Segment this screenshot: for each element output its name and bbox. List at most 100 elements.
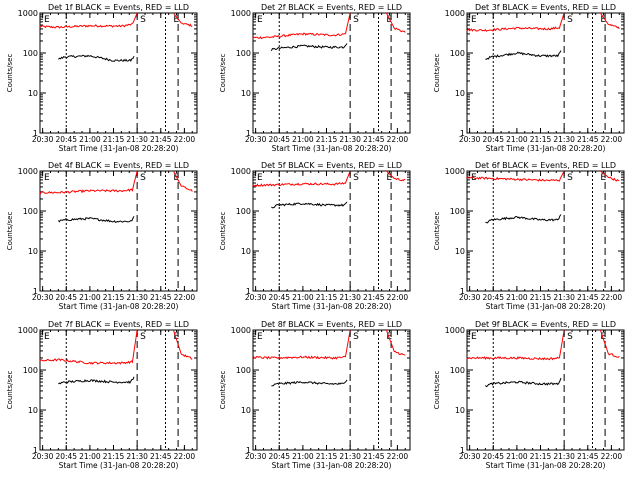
x-tick-label: 21:30 xyxy=(339,135,361,144)
x-tick-label: 21:45 xyxy=(577,135,599,144)
x-tick-label: 20:45 xyxy=(482,293,504,302)
marker-letter: E xyxy=(600,15,606,25)
y-tick-label: 10 xyxy=(28,406,38,415)
series-red-line xyxy=(385,329,406,356)
series-red-line xyxy=(172,170,193,192)
y-tick-label: 100 xyxy=(450,49,465,58)
series-red-line xyxy=(252,12,351,40)
x-tick-label: 21:45 xyxy=(363,293,385,302)
marker-letter: S xyxy=(353,173,359,183)
x-tick-label: 20:30 xyxy=(32,135,54,144)
marker-letter: E xyxy=(44,332,50,342)
x-tick-label: 21:30 xyxy=(553,452,575,461)
y-tick-label: 10 xyxy=(241,247,251,256)
x-tick-label: 20:30 xyxy=(459,135,481,144)
y-axis-label: Counts/sec xyxy=(6,371,14,410)
x-tick-label: 22:00 xyxy=(601,452,623,461)
panel-det-1: Det 1f BLACK = Events, RED = LLD 1 10 100 10… xyxy=(6,3,198,153)
x-tick-label: 21:15 xyxy=(103,452,125,461)
x-tick-label: 21:00 xyxy=(506,452,528,461)
series-red-line xyxy=(385,12,406,33)
marker-letter: E xyxy=(44,15,50,25)
x-tick-label: 20:30 xyxy=(459,452,481,461)
y-tick-label: 1 xyxy=(246,446,251,455)
series-black-line xyxy=(271,201,348,209)
x-axis-label: Start Time (31-Jan-08 20:28:20) xyxy=(272,461,392,470)
y-tick-label: 1000 xyxy=(18,326,38,335)
x-tick-label: 22:00 xyxy=(174,293,196,302)
x-axis-label: Start Time (31-Jan-08 20:28:20) xyxy=(59,461,179,470)
marker-letter: S xyxy=(140,15,146,25)
y-tick-label: 10 xyxy=(455,406,465,415)
panel-title: Det 6f BLACK = Events, RED = LLD xyxy=(475,161,616,170)
y-tick-label: 1 xyxy=(33,446,38,455)
y-tick-label: 1 xyxy=(460,129,465,138)
x-tick-label: 21:15 xyxy=(103,135,125,144)
x-tick-label: 21:00 xyxy=(292,452,314,461)
plot-frame xyxy=(466,12,625,134)
x-tick-label: 21:00 xyxy=(292,293,314,302)
marker-letter: S xyxy=(353,15,359,25)
y-tick-label: 1000 xyxy=(18,9,38,18)
y-tick-label: 1000 xyxy=(231,326,251,335)
marker-letter: S xyxy=(353,332,359,342)
y-axis-label: Counts/sec xyxy=(433,54,441,93)
y-axis-label: Counts/sec xyxy=(433,371,441,410)
x-tick-label: 21:00 xyxy=(292,135,314,144)
plot-frame xyxy=(252,170,411,292)
plot-frame xyxy=(252,12,411,134)
y-tick-label: 1 xyxy=(246,287,251,296)
y-axis-label: Counts/sec xyxy=(433,212,441,251)
series-red-line xyxy=(39,170,138,195)
y-tick-label: 10 xyxy=(28,247,38,256)
panel-det-5: Det 5f BLACK = Events, RED = LLD 1 10 100 10… xyxy=(219,161,411,311)
plot-frame xyxy=(252,329,411,451)
x-tick-label: 21:45 xyxy=(150,293,172,302)
y-tick-label: 100 xyxy=(236,366,251,375)
y-tick-label: 1000 xyxy=(445,326,465,335)
series-black-line xyxy=(58,54,135,63)
panel-title: Det 8f BLACK = Events, RED = LLD xyxy=(261,320,402,329)
marker-letter: E xyxy=(471,332,477,342)
x-tick-label: 21:45 xyxy=(363,452,385,461)
marker-letter: E xyxy=(257,15,263,25)
series-red-line xyxy=(600,170,620,182)
x-tick-label: 21:00 xyxy=(506,135,528,144)
x-tick-label: 21:45 xyxy=(577,293,599,302)
y-tick-label: 1 xyxy=(460,287,465,296)
x-axis-label: Start Time (31-Jan-08 20:28:20) xyxy=(486,302,606,311)
x-tick-label: 21:00 xyxy=(79,135,101,144)
panel-det-9: Det 9f BLACK = Events, RED = LLD 1 10 100 10… xyxy=(433,320,625,470)
x-tick-label: 22:00 xyxy=(387,135,409,144)
y-tick-label: 1 xyxy=(246,129,251,138)
plot-frame xyxy=(466,170,625,292)
y-tick-label: 1000 xyxy=(231,167,251,176)
y-tick-label: 10 xyxy=(28,89,38,98)
y-tick-label: 10 xyxy=(455,89,465,98)
plot-frame xyxy=(39,170,198,292)
y-tick-label: 100 xyxy=(23,207,38,216)
series-red-line xyxy=(599,329,620,358)
x-tick-label: 21:30 xyxy=(339,293,361,302)
y-axis-label: Counts/sec xyxy=(219,212,227,251)
panel-det-2: Det 2f BLACK = Events, RED = LLD 1 10 100 10… xyxy=(219,3,411,153)
x-tick-label: 20:30 xyxy=(32,293,54,302)
plot-frame xyxy=(39,329,198,451)
marker-letter: S xyxy=(567,15,573,25)
series-red-line xyxy=(466,329,565,361)
x-tick-label: 20:45 xyxy=(55,293,77,302)
series-black-line xyxy=(485,50,562,60)
panel-det-7: Det 7f BLACK = Events, RED = LLD 1 10 100 10… xyxy=(6,320,198,470)
x-tick-label: 20:45 xyxy=(482,452,504,461)
marker-letter: E xyxy=(600,173,606,183)
series-red-line xyxy=(252,170,351,188)
y-axis-label: Counts/sec xyxy=(6,212,14,251)
marker-letter: E xyxy=(471,15,477,25)
x-tick-label: 21:15 xyxy=(316,293,338,302)
marker-letter: E xyxy=(173,173,179,183)
y-tick-label: 10 xyxy=(241,406,251,415)
x-tick-label: 21:15 xyxy=(530,135,552,144)
series-red-line xyxy=(172,329,193,360)
x-tick-label: 21:15 xyxy=(316,452,338,461)
